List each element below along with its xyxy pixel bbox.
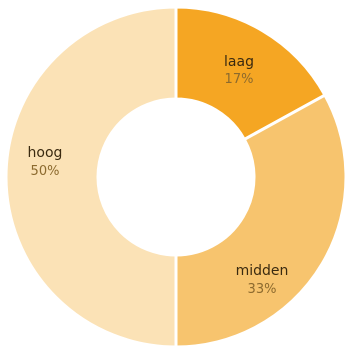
slice-hoog (4, 5, 178, 349)
slice-label-hoog: hoog 50% (28, 145, 63, 179)
slice-label-midden: midden 33% (236, 263, 289, 297)
slice-name-midden: midden (236, 263, 289, 279)
slice-name-laag: laag (224, 54, 254, 70)
donut-labels: laag 17% midden 33% hoog 50% (28, 54, 289, 297)
slice-name-hoog: hoog (28, 145, 63, 161)
slice-midden (174, 93, 347, 349)
slice-percent-midden: 33% (248, 282, 277, 297)
slice-percent-laag: 17% (225, 72, 254, 87)
slice-percent-hoog: 50% (31, 164, 60, 179)
slice-label-laag: laag 17% (224, 54, 254, 87)
slice-laag (174, 5, 328, 142)
donut-slices (4, 5, 347, 349)
